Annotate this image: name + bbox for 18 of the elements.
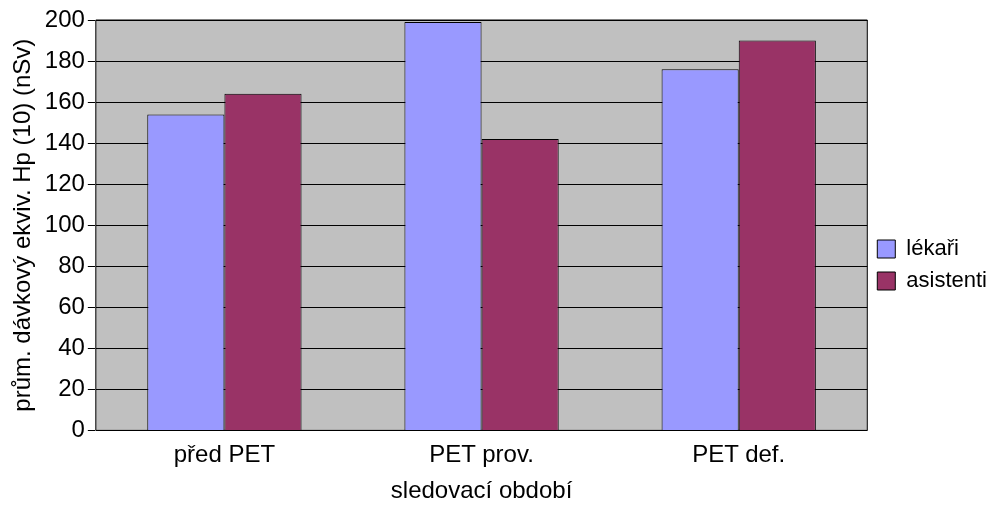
y-tick-label: 0 xyxy=(71,415,85,443)
y-tick-label: 100 xyxy=(44,209,85,237)
y-tick-label: 80 xyxy=(58,250,85,278)
legend-label: asistenti xyxy=(906,267,988,293)
y-tick-label: 20 xyxy=(58,373,85,401)
x-tick-label: PET prov. xyxy=(429,440,534,468)
y-tick-label: 40 xyxy=(58,332,85,360)
y-tick-label: 120 xyxy=(44,168,85,196)
x-tick-label: PET def. xyxy=(692,440,786,468)
legend-label: lékaři xyxy=(906,235,959,261)
x-tick-label: před PET xyxy=(173,440,276,468)
y-tick-label: 60 xyxy=(58,291,85,319)
y-tick-label: 200 xyxy=(44,4,85,32)
x-axis-title: sledovací období xyxy=(390,476,573,504)
y-tick-label: 180 xyxy=(44,45,85,73)
y-tick-label: 160 xyxy=(44,86,85,114)
y-tick-label: 140 xyxy=(44,127,85,155)
y-axis-title: prům. dávkový ekviv. Hp (10) (nSv) xyxy=(8,38,36,412)
